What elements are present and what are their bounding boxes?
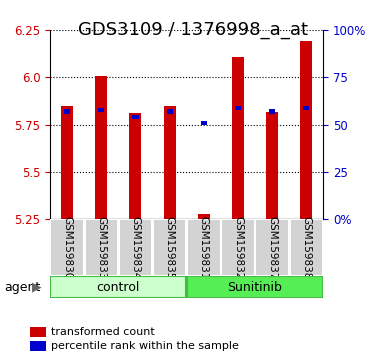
Bar xyxy=(201,121,207,125)
Bar xyxy=(132,115,139,119)
Bar xyxy=(153,219,186,276)
Bar xyxy=(164,106,176,219)
Text: ▶: ▶ xyxy=(32,281,42,293)
Text: GSM159830: GSM159830 xyxy=(62,216,72,279)
Text: control: control xyxy=(97,281,140,293)
Bar xyxy=(129,113,141,219)
Bar xyxy=(50,276,186,298)
Bar xyxy=(300,41,312,219)
Text: GSM159832: GSM159832 xyxy=(233,216,243,280)
Text: transformed count: transformed count xyxy=(51,327,155,337)
Bar xyxy=(235,105,241,110)
Bar xyxy=(232,57,244,219)
Bar xyxy=(98,108,104,112)
Bar xyxy=(290,219,323,276)
Bar xyxy=(30,327,46,337)
Bar xyxy=(255,219,289,276)
Bar xyxy=(187,276,323,298)
Bar xyxy=(95,75,107,219)
Text: GSM159838: GSM159838 xyxy=(301,216,311,280)
Bar xyxy=(119,219,152,276)
Bar xyxy=(167,109,173,114)
Text: GSM159835: GSM159835 xyxy=(165,216,175,280)
Bar xyxy=(85,219,118,276)
Bar xyxy=(269,109,275,114)
Text: GSM159831: GSM159831 xyxy=(199,216,209,280)
Bar xyxy=(221,219,255,276)
Bar xyxy=(187,219,221,276)
Text: Sunitinib: Sunitinib xyxy=(228,281,283,293)
Text: percentile rank within the sample: percentile rank within the sample xyxy=(51,341,239,351)
Text: GDS3109 / 1376998_a_at: GDS3109 / 1376998_a_at xyxy=(77,21,308,39)
Text: agent: agent xyxy=(4,281,40,293)
Text: GSM159834: GSM159834 xyxy=(131,216,141,280)
Bar xyxy=(64,109,70,114)
Bar xyxy=(50,219,84,276)
Bar xyxy=(30,341,46,351)
Bar xyxy=(303,105,310,110)
Bar xyxy=(198,214,210,219)
Text: GSM159837: GSM159837 xyxy=(267,216,277,280)
Text: GSM159833: GSM159833 xyxy=(96,216,106,280)
Bar xyxy=(61,106,73,219)
Bar xyxy=(266,112,278,219)
